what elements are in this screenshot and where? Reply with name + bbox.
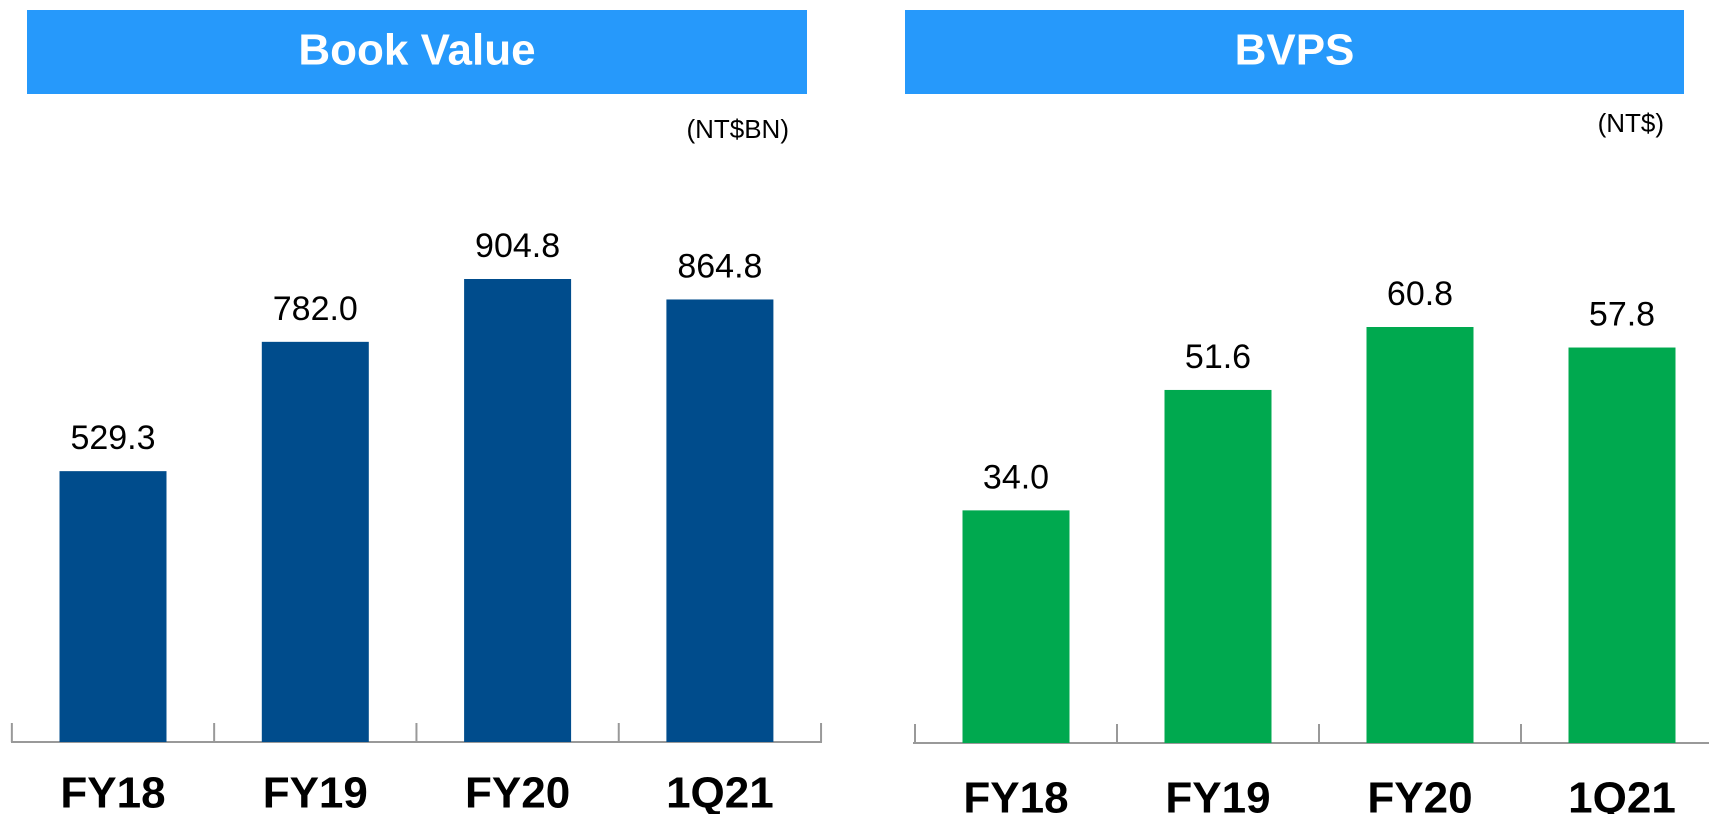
category-label: FY19 xyxy=(1165,774,1270,814)
value-label: 864.8 xyxy=(677,247,762,285)
bar xyxy=(962,510,1070,743)
unit-label: (NT$) xyxy=(1598,108,1664,138)
bar xyxy=(666,299,774,742)
category-label: FY19 xyxy=(263,769,368,814)
category-label: FY18 xyxy=(60,769,165,814)
bar xyxy=(1164,389,1272,743)
value-label: 57.8 xyxy=(1589,296,1655,334)
bar xyxy=(464,279,572,742)
bar xyxy=(1568,347,1676,743)
unit-label: (NT$BN) xyxy=(686,114,789,144)
value-label: 60.8 xyxy=(1387,275,1453,313)
chart-header xyxy=(27,10,807,94)
chart-title: BVPS xyxy=(1235,26,1355,75)
category-label: FY20 xyxy=(1367,774,1472,814)
category-label: 1Q21 xyxy=(1568,774,1676,814)
bar xyxy=(261,341,369,742)
category-label: FY20 xyxy=(465,769,570,814)
value-label: 34.0 xyxy=(983,458,1049,496)
category-label: FY18 xyxy=(963,774,1068,814)
category-label: 1Q21 xyxy=(666,769,774,814)
value-label: 51.6 xyxy=(1185,338,1251,376)
bar xyxy=(59,471,167,742)
bar xyxy=(1366,327,1474,743)
chart-header xyxy=(905,10,1684,94)
chart-title: Book Value xyxy=(298,26,535,75)
value-label: 782.0 xyxy=(273,290,358,328)
value-label: 904.8 xyxy=(475,227,560,265)
value-label: 529.3 xyxy=(70,419,155,457)
